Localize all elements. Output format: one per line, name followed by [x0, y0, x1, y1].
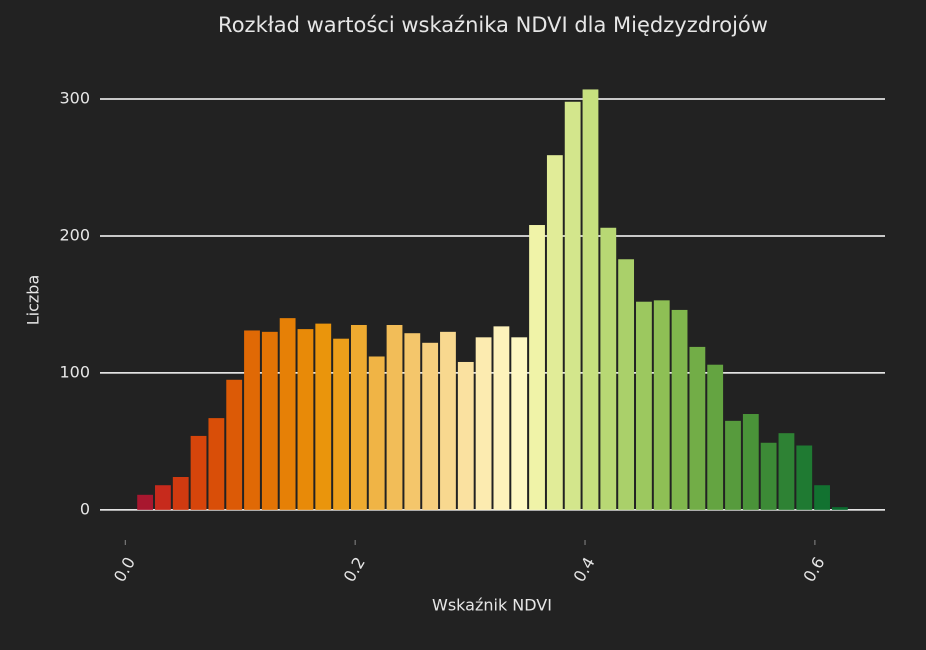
x-axis-label: Wskaźnik NDVI — [432, 596, 552, 615]
bar — [707, 364, 724, 510]
bar — [137, 494, 154, 510]
bar — [636, 301, 652, 510]
bar — [796, 445, 813, 510]
bar — [653, 300, 670, 510]
bar — [297, 329, 314, 510]
bar — [546, 155, 563, 510]
bar — [493, 326, 510, 510]
bar — [172, 477, 189, 510]
bar — [244, 330, 260, 510]
bar — [386, 324, 403, 510]
bar — [333, 338, 349, 510]
y-tick-label: 300 — [59, 89, 90, 108]
bar — [511, 337, 528, 510]
bar — [315, 323, 332, 510]
bar — [582, 89, 599, 510]
bar — [742, 414, 759, 510]
bar — [350, 324, 367, 510]
bar — [368, 356, 385, 510]
x-tick-label: 0.6 — [799, 554, 828, 586]
bar — [155, 485, 171, 510]
y-axis-label: Liczba — [24, 275, 43, 326]
bar — [600, 227, 617, 510]
chart-title: Rozkład wartości wskaźnika NDVI dla Międ… — [218, 13, 768, 37]
bar — [760, 442, 777, 510]
bar — [404, 333, 421, 510]
bar — [778, 433, 795, 510]
bar — [725, 420, 741, 510]
bar — [529, 225, 545, 510]
bar — [564, 101, 581, 510]
bar — [457, 361, 474, 510]
bar — [671, 309, 688, 510]
bar — [261, 331, 278, 510]
x-tick-label: 0.2 — [340, 554, 369, 586]
bar — [226, 379, 243, 510]
x-tick-label: 0.0 — [110, 554, 139, 586]
x-tick-label: 0.4 — [570, 554, 599, 586]
bar — [440, 331, 456, 510]
y-tick-label: 100 — [59, 362, 90, 381]
y-tick-label: 200 — [59, 225, 90, 244]
bar — [689, 346, 706, 510]
bar — [422, 342, 439, 510]
bar — [475, 337, 492, 510]
bar — [208, 418, 225, 510]
bar — [814, 485, 830, 510]
bar — [831, 507, 848, 510]
bar — [618, 259, 635, 510]
bar — [279, 318, 296, 510]
bar — [190, 435, 207, 510]
y-tick-label: 0 — [80, 499, 90, 518]
